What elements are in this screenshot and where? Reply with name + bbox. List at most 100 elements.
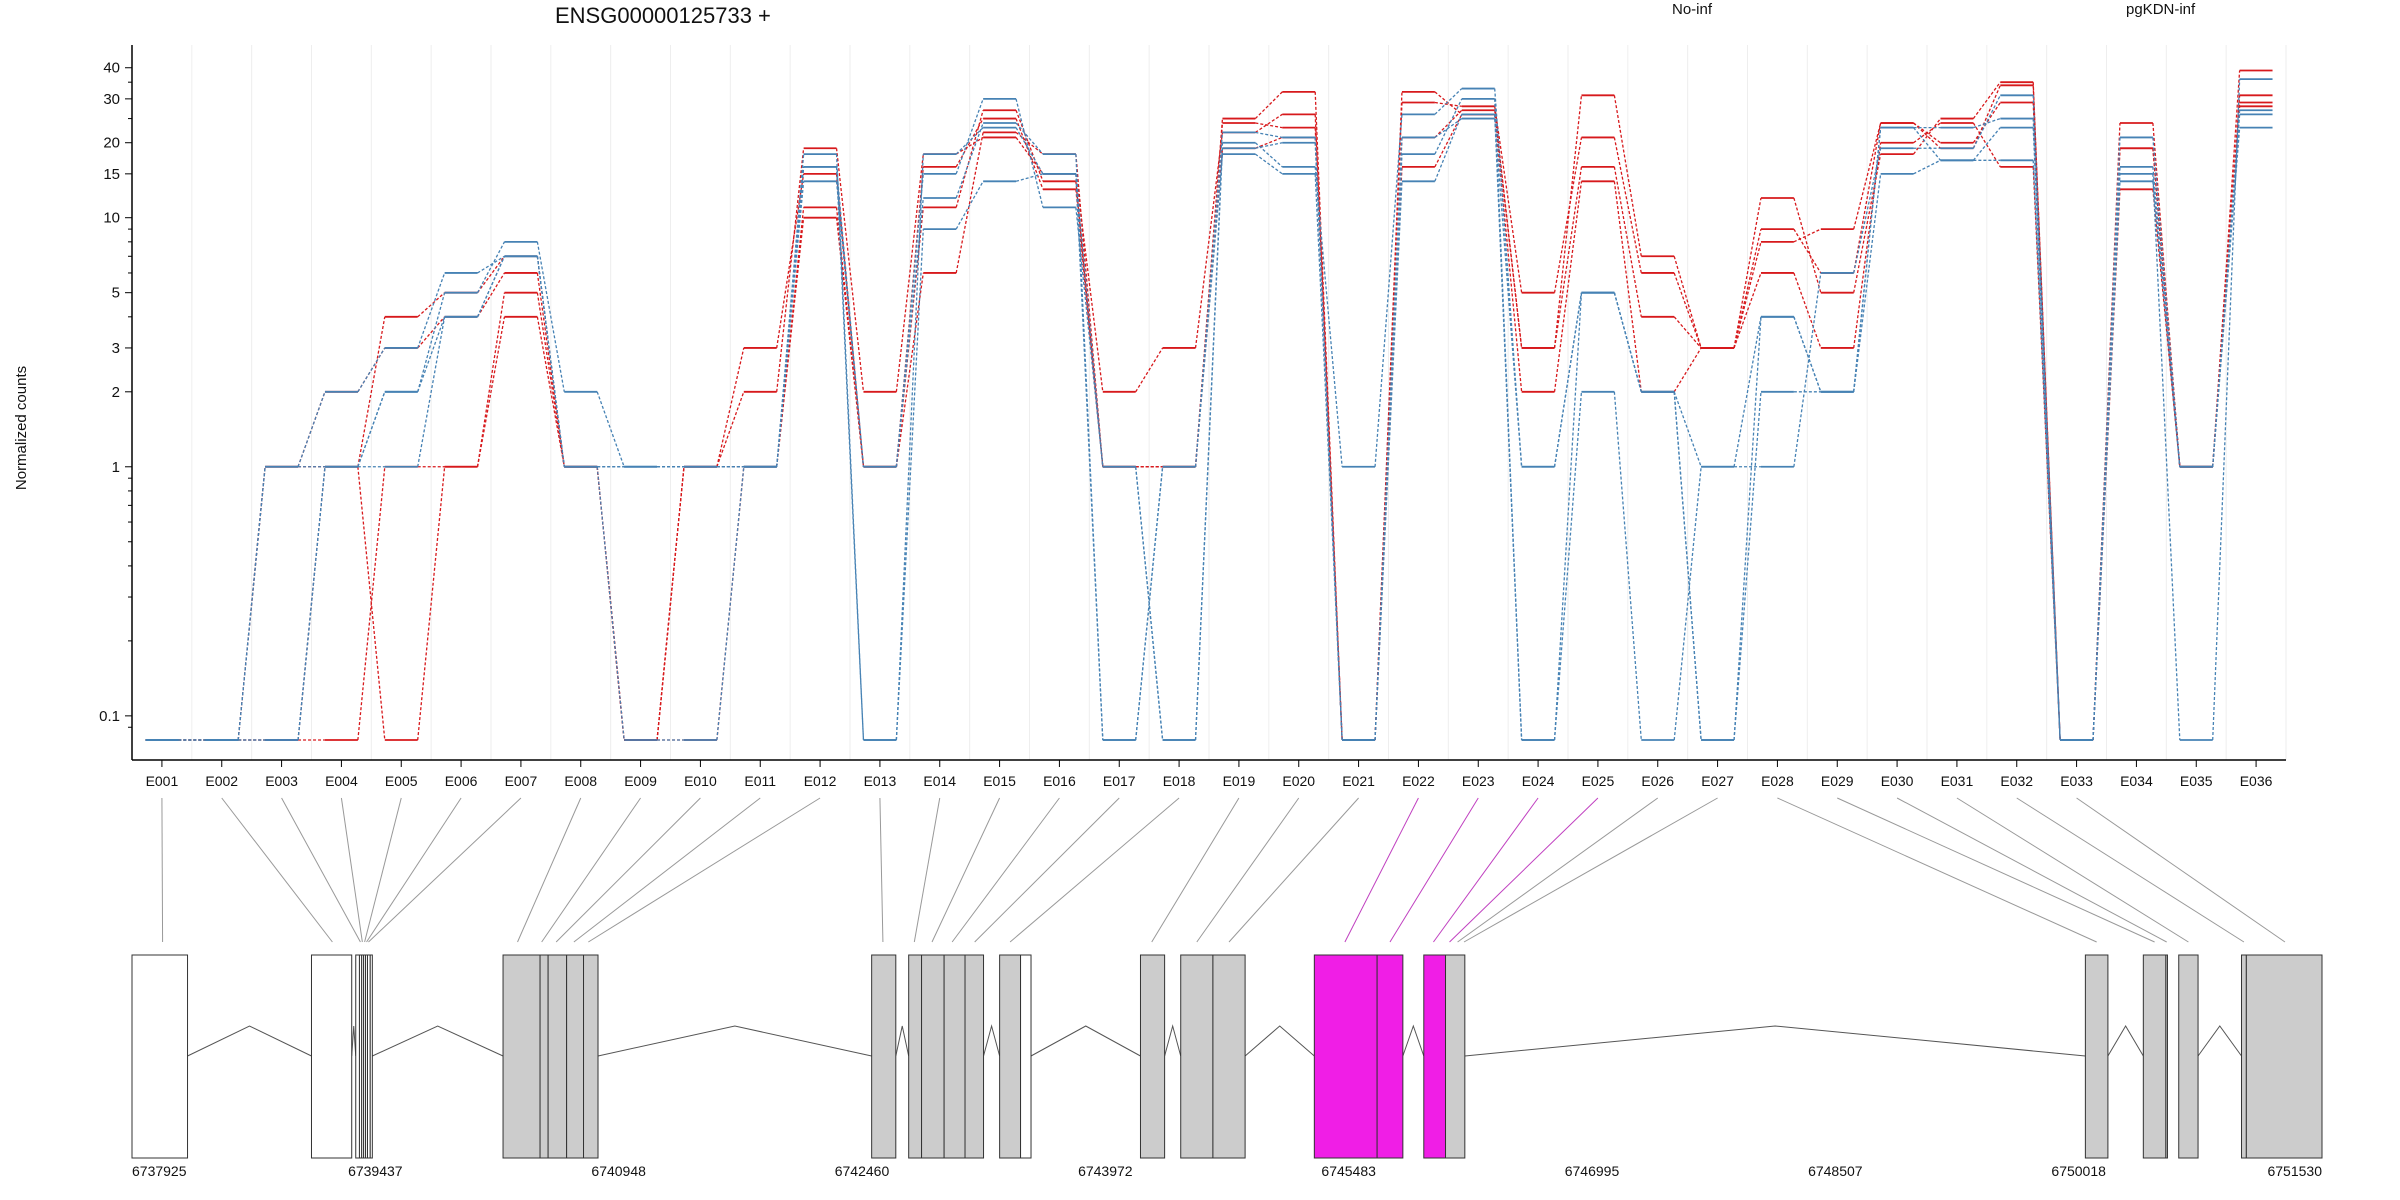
intron	[187, 1025, 312, 1057]
exon-block	[1180, 954, 1214, 1159]
series-connector	[835, 181, 865, 467]
series-connector	[1673, 466, 1702, 741]
exon-block	[1139, 954, 1166, 1159]
x-tick-label: E036	[2240, 773, 2273, 789]
series-connector	[1374, 137, 1403, 741]
intron	[1244, 1025, 1315, 1057]
exon-connector-line	[541, 797, 641, 943]
series-connector	[1673, 316, 1702, 349]
series-connector	[476, 256, 506, 318]
series-connector	[1254, 153, 1283, 175]
series-connector	[1075, 173, 1104, 467]
series-connector	[955, 136, 984, 155]
exon-block	[502, 954, 541, 1159]
exon-connector-line	[573, 797, 761, 943]
series-connector	[1015, 131, 1044, 155]
x-tick-label: E021	[1342, 773, 1375, 789]
series-connector	[1255, 113, 1283, 133]
exon-connector-line	[1896, 797, 2167, 943]
series-connector	[1135, 466, 1164, 741]
series-connector	[1494, 106, 1523, 293]
series-connector	[1553, 391, 1583, 741]
series-connector	[1434, 101, 1462, 107]
exon-connector-line	[1344, 797, 1419, 943]
series-connector	[1553, 166, 1583, 349]
series-connector	[955, 127, 984, 155]
series-connector	[1853, 173, 1882, 392]
y-tick-label: 40	[103, 60, 120, 77]
x-tick-label: E027	[1701, 773, 1734, 789]
series-connector	[1853, 122, 1882, 274]
intron	[983, 1024, 1001, 1057]
exon-block	[1376, 954, 1404, 1159]
x-tick-label: E020	[1282, 773, 1315, 789]
exon-connector-line	[1196, 797, 1300, 943]
exon-block	[310, 954, 353, 1159]
exon-block	[566, 954, 585, 1159]
series-connector	[1733, 316, 1762, 741]
y-tick-label: 30	[103, 91, 120, 108]
exon-connector-line	[1777, 797, 2097, 943]
exon-block	[539, 954, 549, 1159]
exon-connector-line	[879, 797, 884, 943]
coordinate-label: 6748507	[1808, 1163, 1863, 1179]
series-connector	[1733, 272, 1762, 349]
exon-block	[943, 954, 966, 1159]
series-connector	[1194, 132, 1224, 349]
exon-connector-line	[951, 797, 1060, 943]
x-tick-label: E032	[2000, 773, 2033, 789]
exon-block	[131, 954, 189, 1159]
exon-connector-line	[555, 797, 701, 943]
series-connector	[417, 316, 446, 393]
series-connector	[417, 316, 446, 467]
intron	[597, 1025, 872, 1057]
series-connector	[1673, 272, 1702, 349]
exon-connector-line	[913, 797, 941, 943]
exon-connectors	[161, 797, 2286, 943]
series-connector	[1673, 347, 1702, 393]
series-connector	[835, 148, 865, 392]
x-tick-label: E035	[2180, 773, 2213, 789]
series-connector	[776, 154, 805, 467]
series-connector	[417, 272, 446, 349]
exon-block	[1445, 954, 1466, 1159]
exon-connector-line	[974, 797, 1120, 943]
x-tick-label: E005	[385, 773, 418, 789]
intron	[1030, 1025, 1141, 1057]
series-connector	[1853, 127, 1882, 392]
x-tick-label: E024	[1522, 773, 1555, 789]
series-connector	[1194, 148, 1224, 741]
coordinate-label: 6737925	[132, 1163, 187, 1179]
exon-block	[908, 954, 923, 1159]
series-connector	[1733, 391, 1762, 741]
series-connector	[1613, 137, 1642, 274]
x-tick-label: E009	[624, 773, 657, 789]
series-connector	[417, 316, 446, 349]
x-tick-label: E011	[744, 773, 776, 789]
series-connector	[357, 466, 386, 741]
series-connector	[1733, 316, 1762, 467]
series-connector	[895, 173, 924, 467]
exon-connector-line	[1449, 797, 1599, 943]
series-connector	[1733, 197, 1762, 349]
x-tick-label: E029	[1821, 773, 1854, 789]
intron	[2107, 1025, 2144, 1057]
x-tick-label: E028	[1761, 773, 1794, 789]
series-connector	[1613, 181, 1642, 392]
series-connector	[895, 154, 924, 741]
x-tick-label: E006	[445, 773, 478, 789]
y-tick-label: 1	[112, 459, 120, 476]
x-tick-label: E007	[505, 773, 538, 789]
exon-block	[547, 954, 568, 1159]
series-connector	[1314, 166, 1343, 467]
series-connector	[1434, 98, 1463, 155]
series-connector	[357, 391, 386, 468]
x-tick-label: E025	[1582, 773, 1615, 789]
exon-connector-line	[1457, 797, 1659, 943]
exon-connector-line	[1433, 797, 1539, 943]
coordinate-label: 6745483	[1321, 1163, 1376, 1179]
x-tick-label: E015	[983, 773, 1016, 789]
series-connector	[776, 148, 805, 392]
intron	[1402, 1024, 1425, 1057]
series-connector	[1733, 241, 1762, 349]
